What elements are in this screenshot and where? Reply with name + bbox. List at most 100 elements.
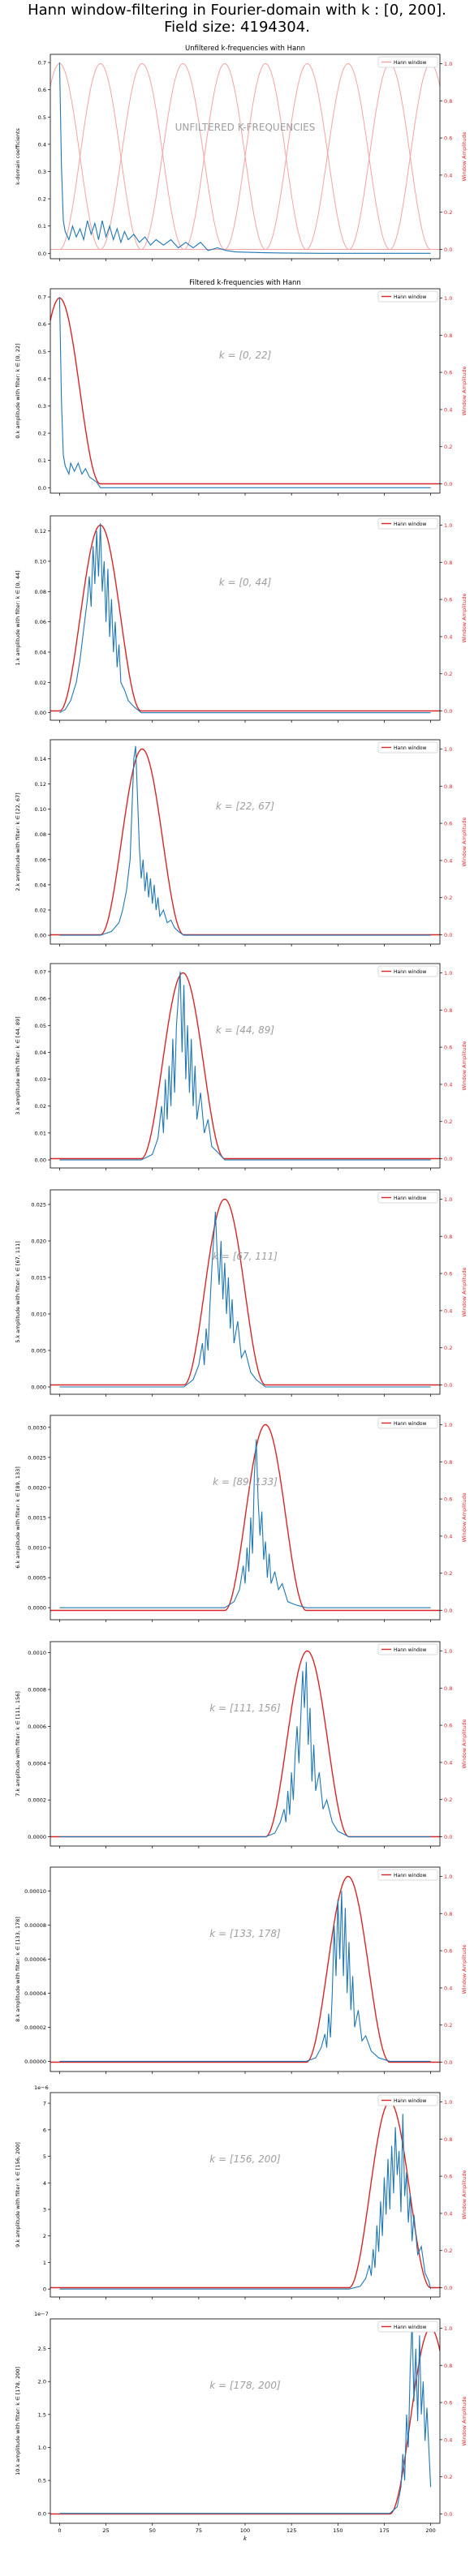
y2-tick-label: 0.4 [444, 406, 452, 413]
legend-label: Hann window [394, 969, 427, 975]
y2-tick-label: 0.8 [444, 98, 452, 105]
y2-tick-label: 1.0 [444, 970, 452, 977]
y2-axis-label: Window Amplitude [461, 817, 468, 866]
y2-tick-label: 0.6 [444, 1271, 452, 1277]
legend-label: Hann window [394, 745, 427, 751]
axes-frame [50, 2318, 441, 2524]
y2-tick-label: 0.8 [444, 1685, 452, 1692]
signal-line [59, 971, 431, 1161]
y-tick-label: 0.12 [35, 781, 46, 788]
y2-tick-label: 0.0 [444, 932, 452, 938]
plot-area [50, 2322, 440, 2515]
y-tick-label: 5 [43, 2153, 46, 2160]
axes-frame [50, 1866, 441, 2072]
hann-window-curve-0 [50, 1198, 440, 1386]
x-tick-label: 175 [379, 2527, 389, 2534]
y-tick-label: 0.5 [38, 2478, 46, 2484]
chart-panel-0: Unfiltered k-frequencies with Hann 0.0 0.1… [15, 45, 468, 261]
y-axis-label: 0.k amplitude with filter: k ∈ [0, 22] [15, 343, 21, 438]
panel-annotation: k = [67, 111] [213, 1251, 278, 1262]
y2-tick-label: 0.8 [444, 333, 452, 339]
x-axis-label: k [243, 2535, 248, 2542]
y-tick-label: 0.02 [35, 680, 46, 686]
plot-area [50, 971, 440, 1161]
y-offset-label: 1e−6 [34, 2084, 49, 2091]
y-offset-label: 1e−7 [34, 2311, 49, 2317]
y2-tick-label: 0.4 [444, 1533, 452, 1539]
y-tick-label: 0.5 [38, 114, 46, 121]
y-tick-label: 0.0006 [28, 1724, 46, 1730]
y-tick-label: 0.015 [31, 1275, 46, 1282]
y2-tick-label: 0.2 [444, 1345, 452, 1351]
legend-label: Hann window [394, 1873, 427, 1878]
y-axis-label: 1.k amplitude with filter: k ∈ [0, 44] [15, 570, 21, 665]
x-tick-label: 100 [240, 2527, 250, 2534]
y2-tick-label: 1.0 [444, 746, 452, 753]
y2-tick-label: 0.0 [444, 1156, 452, 1162]
y-tick-label: 0.04 [35, 882, 46, 888]
y2-tick-label: 0.0 [444, 247, 452, 253]
y-tick-label: 0.00000 [24, 2059, 46, 2065]
y-tick-label: 2.5 [38, 2346, 46, 2352]
y2-tick-label: 1.0 [444, 522, 452, 529]
plot-area [50, 1423, 440, 1612]
legend-label: Hann window [394, 2325, 427, 2330]
plot-area [50, 1875, 440, 2063]
panel-annotation: k = [111, 156] [209, 1702, 281, 1714]
y2-tick-label: 0.2 [444, 1118, 452, 1125]
hann-window-curve-0 [50, 297, 440, 485]
legend: Hann window [377, 2094, 438, 2106]
y2-tick-label: 0.4 [444, 633, 452, 640]
axes-frame [50, 2092, 441, 2298]
signal-line [59, 1439, 431, 1608]
y2-tick-label: 0.8 [444, 1459, 452, 1466]
y-tick-label: 4 [43, 2180, 46, 2187]
y-tick-label: 0.10 [35, 559, 46, 565]
legend: Hann window [377, 290, 438, 303]
y-axis-label: 8.k amplitude with filter: k ∈ [133, 178… [15, 1917, 21, 2022]
signal-line [59, 1661, 431, 1838]
y-tick-label: 0.02 [35, 1103, 46, 1110]
y2-tick-label: 0.4 [444, 1307, 452, 1314]
signal-line [59, 2322, 432, 2514]
x-tick-label: 125 [287, 2527, 296, 2534]
y-tick-label: 0.0004 [28, 1760, 46, 1767]
signal-line [59, 1211, 431, 1388]
y-tick-label: 0.010 [31, 1312, 46, 1318]
y-tick-label: 0.0020 [28, 1484, 46, 1491]
chart-panel-3: 0.00 0.02 0.04 0.06 0.08 0.10 0.12 0.14 0.0 0.2 0.… [15, 739, 468, 947]
x-tick-label: 0 [58, 2527, 61, 2534]
y2-tick-label: 0.8 [444, 784, 452, 790]
legend: Hann window [377, 1643, 438, 1655]
y-axis-label: 9.k amplitude with filter: k ∈ [156, 200… [15, 2142, 21, 2248]
chart-panel-6: 0.00000.00050.00100.00150.00200.00250.00… [15, 1415, 468, 1622]
y2-tick-label: 0.0 [444, 2059, 452, 2066]
panel-annotation: UNFILTERED K-FREQUENCIES [175, 122, 316, 133]
suptitle-line-1: Hann window-filtering in Fourier-domain … [28, 2, 446, 19]
y2-tick-label: 0.6 [444, 2174, 452, 2180]
y2-tick-label: 1.0 [444, 1874, 452, 1880]
legend: Hann window [377, 965, 438, 977]
chart-panel-9: 0 1 2 3 4 5 6 7 0.0 0.2 0.4 0.6 0.8 1.0 1e−6 9.k amplit… [15, 2084, 468, 2299]
y2-tick-label: 0.6 [444, 1948, 452, 1955]
hann-window-curve-0 [50, 2327, 440, 2515]
y-axis-label: 2.k amplitude with filter: k ∈ [22, 67] [15, 792, 21, 891]
y-tick-label: 1.0 [38, 2445, 46, 2451]
y-tick-label: 0.0000 [28, 1605, 46, 1612]
plot-area [50, 62, 440, 254]
legend-label: Hann window [394, 1196, 427, 1201]
legend: Hann window [377, 1417, 438, 1429]
y2-tick-label: 0.8 [444, 1007, 452, 1014]
legend-label: Hann window [394, 2098, 427, 2104]
y2-axis-label: Window Amplitude [461, 366, 468, 415]
y-tick-label: 0.06 [35, 857, 46, 863]
y-axis-label: 10.k amplitude with filter: k ∈ [178, 20… [15, 2367, 21, 2475]
y-tick-label: 0.1 [38, 223, 46, 230]
y-axis-label: k-domain coefficients [15, 127, 21, 184]
y-tick-label: 0.025 [31, 1202, 46, 1209]
chart-panel-8: 0.00000 0.00002 0.00004 0.00006 0.00008 0.000… [15, 1866, 468, 2074]
chart-panel-5: 0.000 0.005 0.010 0.015 0.020 0.025 0.0 0.2 0.4 0… [15, 1189, 468, 1397]
y2-tick-label: 0.0 [444, 708, 452, 715]
y-tick-label: 0.00006 [24, 1956, 46, 1963]
y-tick-label: 6 [43, 2127, 46, 2133]
